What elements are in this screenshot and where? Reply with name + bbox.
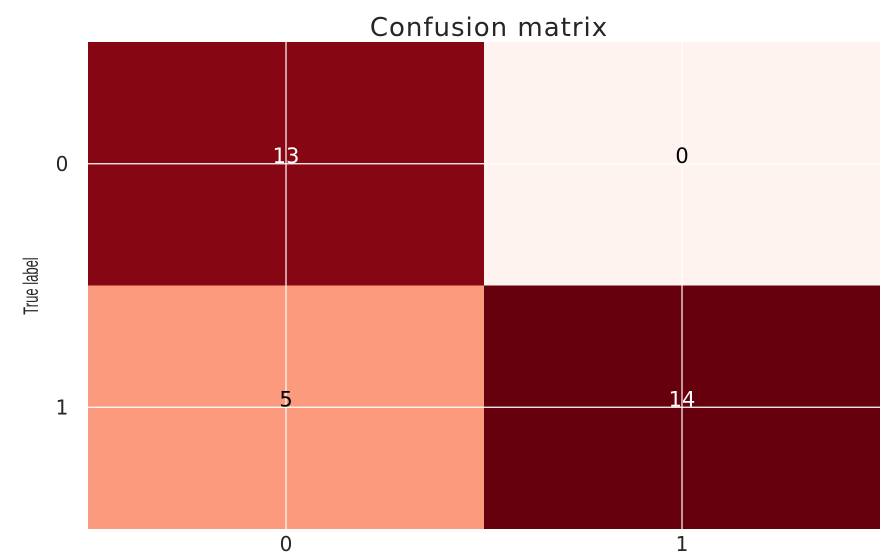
y-tick-labels: 01 xyxy=(56,152,69,420)
cell-value-label: 14 xyxy=(669,387,696,411)
y-tick-label: 0 xyxy=(56,152,69,176)
y-tick-label: 1 xyxy=(56,395,69,419)
heatmap-cells xyxy=(88,42,880,529)
cell-value-label: 13 xyxy=(273,144,300,168)
x-tick-label: 1 xyxy=(676,532,689,555)
cell-value-labels: 13 0 5 14 xyxy=(273,144,696,412)
cell-value-label: 0 xyxy=(675,144,688,168)
cell-value-label: 5 xyxy=(279,387,292,411)
chart-title: Confusion matrix xyxy=(370,13,608,43)
gridlines xyxy=(88,42,880,529)
x-tick-label: 0 xyxy=(280,532,293,555)
y-axis-label: True label xyxy=(19,257,43,314)
